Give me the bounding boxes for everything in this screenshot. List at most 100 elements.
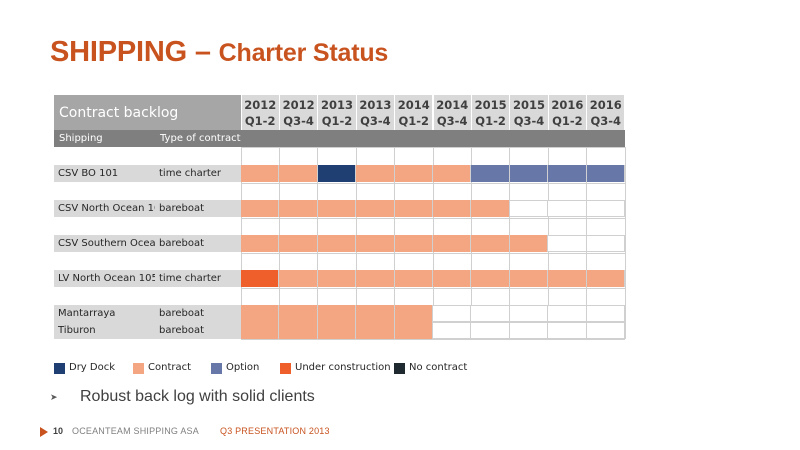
legend-label: Under construction [295,362,391,373]
legend-label: Option [226,362,260,373]
status-cell-contract [394,165,433,182]
grid-line [241,253,625,254]
status-cell-contract [394,235,433,252]
contract-type: bareboat [155,235,241,252]
legend-label: No contract [409,362,468,373]
grid-line [241,183,625,184]
contract-type: bareboat [155,322,241,339]
table-header-title: Contract backlog [54,95,241,130]
grid-line [241,218,625,219]
period-header: 2013 Q1-2 [318,95,356,130]
period-year: 2014 [436,98,469,112]
ship-name: LV North Ocean 105 [54,270,158,287]
page-number: 10 [53,426,64,436]
status-cell-contract [509,270,549,287]
status-cell-contract [394,270,433,287]
status-cell-contract [433,200,472,217]
period-half: Q1-2 [321,114,353,128]
period-year: 2016 [551,98,584,112]
legend-swatch-under-construction [280,363,291,374]
status-cell-contract [433,270,472,287]
status-cell-dry-dock [317,165,357,182]
period-header: 2016 Q1-2 [548,95,587,130]
period-half: Q3-4 [283,114,314,128]
period-year: 2014 [397,98,430,112]
status-cell-none [586,322,625,339]
status-cell-contract [279,305,318,322]
legend-swatch-no-contract [394,363,405,374]
ship-name: CSV Southern Ocean [54,235,162,252]
status-cell-none [586,235,625,252]
status-cell-contract [356,305,395,322]
status-cell-contract [471,200,510,217]
period-half: Q3-4 [436,114,468,128]
status-cell-contract [433,235,472,252]
period-header: 2016 Q3-4 [587,95,625,130]
period-header: 2012 Q3-4 [279,95,318,130]
status-cell-none [509,305,549,322]
column-header-contract-type: Type of contract [155,130,241,147]
period-year: 2015 [512,98,545,112]
column-header-shipping: Shipping [54,130,155,147]
status-cell-option [471,165,510,182]
period-header: 2014 Q1-2 [395,95,433,130]
status-cell-none [548,322,587,339]
presentation-name: Q3 PRESENTATION 2013 [220,426,330,436]
status-cell-none [586,305,625,322]
status-cell-contract [279,165,318,182]
status-cell-contract [241,165,280,182]
status-cell-contract [279,270,318,287]
ship-name: CSV BO 101 [54,165,155,182]
status-cell-none [548,305,587,322]
status-cell-contract [317,305,357,322]
period-half: Q3-4 [360,114,391,128]
status-cell-contract [241,200,280,217]
status-cell-contract [317,322,357,339]
status-cell-none [548,200,587,217]
status-cell-contract [279,200,318,217]
company-name: OCEANTEAM SHIPPING ASA [72,426,199,436]
status-cell-under-construction [241,270,280,287]
status-cell-contract [471,270,510,287]
status-cell-none [586,200,625,217]
period-half: Q1-2 [244,114,276,128]
period-year: 2013 [320,98,353,112]
period-year: 2015 [474,98,507,112]
status-cell-contract [394,305,433,322]
bullet-arrow-icon: ➤ [50,392,58,402]
status-cell-contract [356,270,395,287]
status-cell-contract [317,200,357,217]
period-header: 2013 Q3-4 [356,95,395,130]
contract-type: bareboat [155,200,241,217]
status-cell-contract [356,165,395,182]
status-cell-none [433,322,472,339]
footer-arrow-icon [40,427,48,437]
status-cell-contract [241,322,280,339]
status-cell-contract [433,165,472,182]
status-cell-none [548,235,587,252]
status-cell-option [586,165,625,182]
status-cell-none [509,322,549,339]
contract-type: time charter [155,165,241,182]
grid-line [625,147,626,339]
period-header: 2014 Q3-4 [433,95,471,130]
period-half: Q3-4 [590,114,622,128]
grid-line [241,339,625,340]
legend-swatch-contract [133,363,144,374]
status-cell-contract [241,235,280,252]
period-header: 2015 Q1-2 [471,95,510,130]
period-header: 2015 Q3-4 [510,95,548,130]
period-year: 2012 [244,98,277,112]
ship-name: Mantarraya [54,305,155,322]
ship-name: CSV North Ocean 102 [54,200,167,217]
status-cell-contract [317,270,357,287]
status-cell-none [433,305,472,322]
status-cell-contract [317,235,357,252]
legend-swatch-option [211,363,222,374]
contract-type: time charter [155,270,241,287]
grid-line [241,288,625,289]
status-cell-contract [356,200,395,217]
period-year: 2016 [589,98,622,112]
status-cell-contract [241,305,280,322]
status-cell-none [471,322,510,339]
